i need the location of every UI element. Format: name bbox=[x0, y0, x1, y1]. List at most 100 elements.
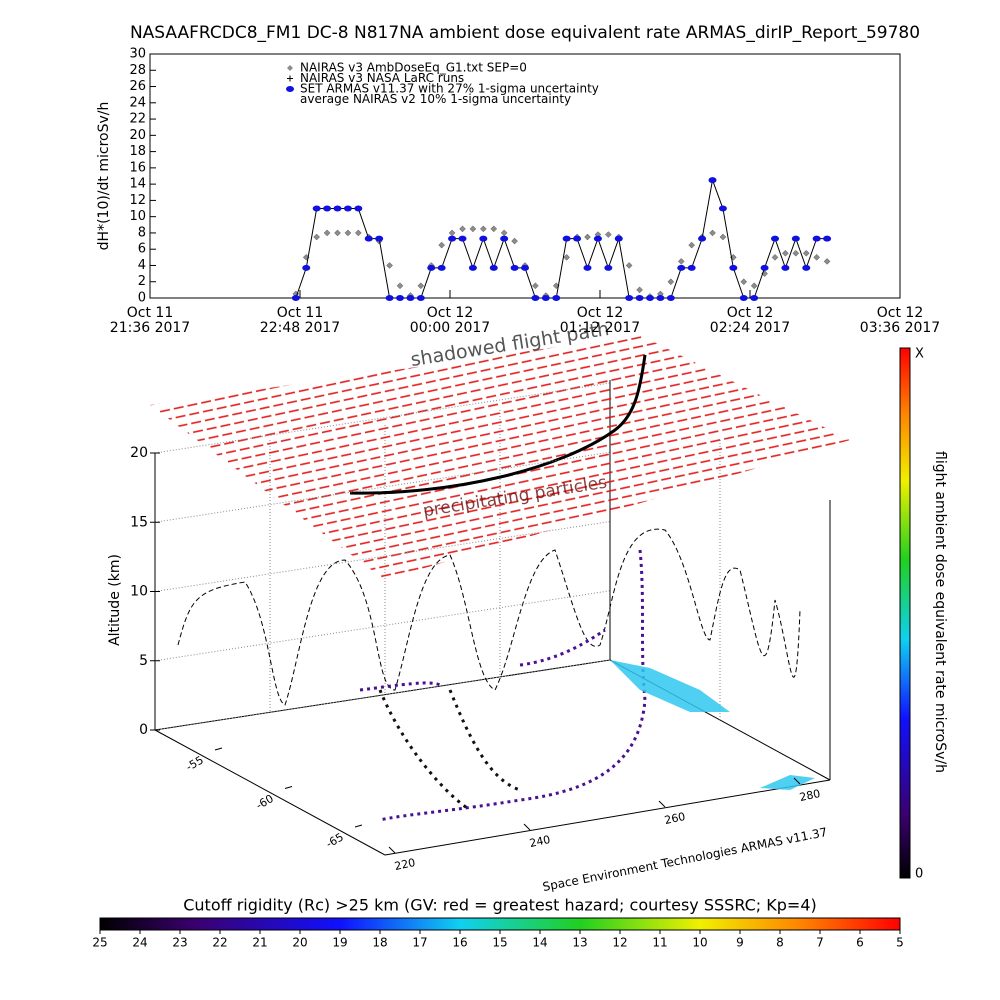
data-point bbox=[406, 295, 415, 301]
data-point bbox=[823, 258, 831, 265]
data-point bbox=[718, 205, 727, 212]
data-point bbox=[323, 229, 331, 237]
y-tick-label: -55 bbox=[184, 753, 206, 773]
flight-patch bbox=[760, 775, 815, 790]
data-point bbox=[614, 235, 623, 242]
data-point bbox=[812, 235, 821, 242]
colorbar-tick-label: 14 bbox=[532, 936, 547, 950]
annotation: Space Environment Technologies ARMAS v11… bbox=[541, 825, 828, 894]
y-tick-label: 24 bbox=[129, 95, 146, 110]
data-point bbox=[364, 235, 373, 242]
y-tick-label: 4 bbox=[138, 258, 146, 273]
z-tick-label: 15 bbox=[130, 514, 148, 530]
x-tick bbox=[658, 800, 666, 808]
data-point bbox=[688, 241, 696, 249]
data-point bbox=[792, 249, 800, 257]
data-point bbox=[427, 264, 436, 271]
data-point bbox=[563, 253, 571, 261]
data-point bbox=[583, 264, 592, 271]
y-tick-label: -65 bbox=[324, 830, 346, 850]
series-line bbox=[295, 178, 828, 299]
x-tick bbox=[523, 823, 531, 831]
colorbar-tick-label: 25 bbox=[92, 936, 107, 950]
y-tick-label: 28 bbox=[129, 63, 146, 78]
colorbar-tick-label: 23 bbox=[172, 936, 187, 950]
legend-label: SET ARMAS v11.37 with 27% 1-sigma uncert… bbox=[300, 82, 599, 96]
data-point bbox=[416, 295, 425, 301]
z-axis-label: Altitude (km) bbox=[107, 554, 123, 646]
data-point bbox=[469, 225, 477, 233]
data-point bbox=[448, 229, 456, 237]
x-tick-label: Oct 11 22:48 2017 bbox=[259, 305, 341, 336]
y-tick-label: 14 bbox=[129, 177, 146, 192]
data-point bbox=[479, 235, 488, 242]
x-tick-label: Oct 11 21:36 2017 bbox=[109, 305, 191, 336]
z-tick-label: 0 bbox=[139, 722, 148, 738]
legend-label: average NAIRAS v2 10% 1-sigma uncertaint… bbox=[300, 92, 571, 106]
y-tick bbox=[214, 747, 223, 751]
data-point bbox=[760, 264, 769, 271]
legend-symbol bbox=[287, 75, 293, 82]
data-point bbox=[312, 205, 321, 212]
y-tick-label: -60 bbox=[254, 792, 276, 812]
data-point bbox=[531, 295, 540, 301]
colorbar-tick-label: 15 bbox=[492, 936, 507, 950]
z-grid-line bbox=[154, 590, 611, 662]
colorbar-tick-label: 20 bbox=[292, 936, 307, 950]
colorbar-tick-label: 22 bbox=[212, 936, 227, 950]
z-tick-label: 20 bbox=[130, 445, 148, 461]
data-point bbox=[386, 262, 393, 269]
data-point bbox=[802, 264, 811, 271]
y-axis-label: dH*(10)/dt microSv/h bbox=[96, 102, 112, 251]
data-point bbox=[708, 177, 717, 184]
flight-path-3d bbox=[359, 549, 647, 822]
colorbar-tick-label: 11 bbox=[652, 936, 667, 950]
x-tick bbox=[793, 777, 801, 785]
data-point bbox=[302, 264, 311, 271]
data-point bbox=[698, 235, 707, 242]
y-tick-label: 10 bbox=[129, 209, 146, 224]
data-point bbox=[667, 278, 675, 286]
flight-path-3d bbox=[378, 689, 521, 812]
data-point bbox=[385, 295, 394, 301]
plot-frame bbox=[149, 53, 901, 299]
data-point bbox=[573, 235, 582, 242]
data-point bbox=[468, 264, 477, 271]
legend-symbol bbox=[286, 86, 294, 92]
colorbar-tick-label: 13 bbox=[572, 936, 587, 950]
data-point bbox=[448, 235, 457, 242]
data-point bbox=[323, 205, 332, 212]
data-point bbox=[719, 233, 727, 241]
legend-symbol bbox=[287, 65, 293, 71]
data-point bbox=[500, 235, 509, 242]
data-point bbox=[677, 258, 685, 265]
data-point bbox=[459, 225, 466, 233]
colorbar-tick-label: 5 bbox=[896, 936, 904, 950]
data-point bbox=[593, 235, 602, 242]
colorbar-tick-label: 10 bbox=[692, 936, 707, 950]
data-point bbox=[750, 282, 758, 290]
y-tick-label: 20 bbox=[129, 128, 146, 143]
data-point bbox=[354, 205, 363, 212]
data-point bbox=[771, 235, 779, 242]
y-tick-label: 2 bbox=[138, 274, 146, 289]
legend-label: NAIRAS v3 NASA LaRC runs bbox=[300, 71, 464, 85]
colorbar-tick-label: 19 bbox=[332, 936, 347, 950]
data-point bbox=[813, 253, 821, 261]
data-point bbox=[802, 249, 810, 257]
data-point bbox=[782, 249, 789, 257]
data-point bbox=[344, 229, 352, 237]
y-tick bbox=[354, 824, 363, 828]
data-point bbox=[521, 264, 529, 271]
data-point bbox=[291, 295, 300, 301]
data-point bbox=[417, 282, 425, 290]
data-point bbox=[552, 295, 561, 301]
data-point bbox=[740, 278, 748, 286]
data-point bbox=[781, 264, 790, 271]
data-point bbox=[604, 231, 612, 238]
data-point bbox=[709, 229, 716, 237]
colorbar-tick-label: 17 bbox=[412, 936, 427, 950]
flight-patch bbox=[610, 660, 730, 712]
data-point bbox=[677, 264, 686, 271]
